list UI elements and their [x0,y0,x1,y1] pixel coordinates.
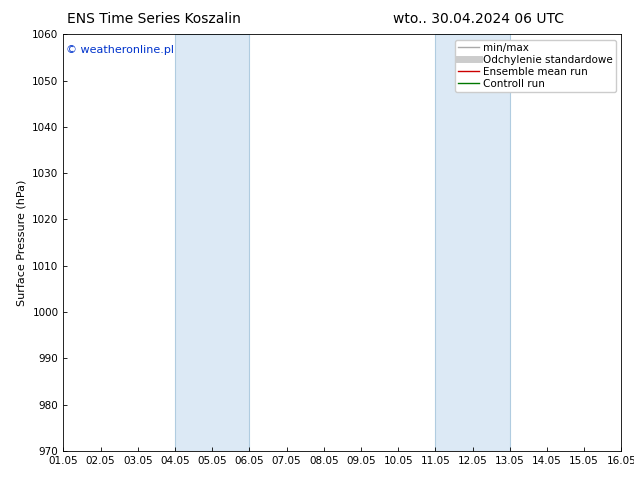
Bar [436,34,510,451]
Text: © weatheronline.pl: © weatheronline.pl [66,45,174,55]
Text: wto.. 30.04.2024 06 UTC: wto.. 30.04.2024 06 UTC [393,12,564,26]
Text: ENS Time Series Koszalin: ENS Time Series Koszalin [67,12,241,26]
Legend: min/max, Odchylenie standardowe, Ensemble mean run, Controll run: min/max, Odchylenie standardowe, Ensembl… [455,40,616,92]
Y-axis label: Surface Pressure (hPa): Surface Pressure (hPa) [16,179,27,306]
Bar [175,34,249,451]
